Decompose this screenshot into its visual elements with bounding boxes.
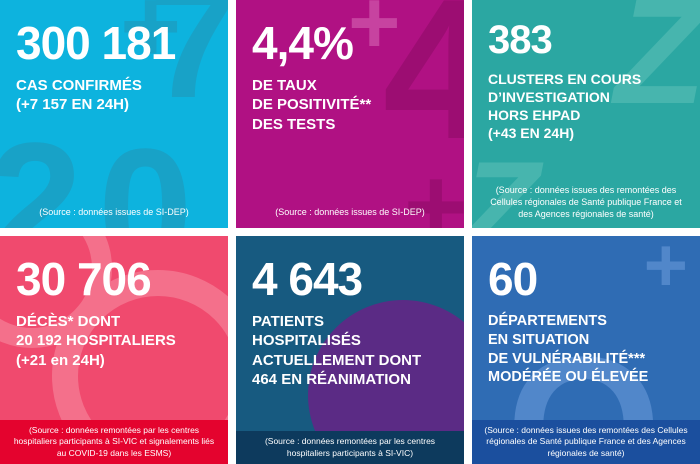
source-band: (Source : données issues des remontées d… — [472, 419, 700, 464]
kpi-label: DÉPARTEMENTS EN SITUATION DE VULNÉRABILI… — [488, 312, 649, 386]
kpi-value: 4,4% — [252, 17, 354, 69]
kpi-tile-deces: 30 706 DÉCÈS* DONT 20 192 HOSPITALIERS (… — [0, 236, 228, 464]
kpi-tile-hospitalisations: 4 643 PATIENTS HOSPITALISÉS ACTUELLEMENT… — [236, 236, 464, 464]
tile-content: 4 643 PATIENTS HOSPITALISÉS ACTUELLEMENT… — [236, 236, 464, 390]
kpi-value: 60 — [488, 253, 538, 305]
tile-content: 30 706 DÉCÈS* DONT 20 192 HOSPITALIERS (… — [0, 236, 228, 370]
kpi-tile-taux-positivite: 4 + + 4,4% DE TAUX DE POSITIVITÉ** DES T… — [236, 0, 464, 228]
kpi-value: 300 181 — [16, 17, 176, 69]
kpi-value: 383 — [488, 18, 553, 62]
tile-content: 383 CLUSTERS EN COURS D’INVESTIGATION HO… — [472, 0, 700, 143]
kpi-label: CLUSTERS EN COURS D’INVESTIGATION HORS E… — [488, 70, 642, 142]
source-note: (Source : données issues de SI-DEP) — [39, 206, 189, 217]
tile-content: 300 181 CAS CONFIRMÉS (+7 157 EN 24H) — [0, 0, 228, 115]
kpi-label: DE TAUX DE POSITIVITÉ** DES TESTS — [252, 76, 372, 133]
kpi-value: 30 706 — [16, 253, 152, 305]
kpi-label: DÉCÈS* DONT 20 192 HOSPITALIERS (+21 en … — [16, 312, 176, 369]
source-band: (Source : données remontées par les cent… — [0, 419, 228, 464]
source-note: (Source : données issues des remontées d… — [490, 184, 682, 219]
tile-content: 60 DÉPARTEMENTS EN SITUATION DE VULNÉRAB… — [472, 236, 700, 387]
kpi-tile-clusters: Z Z 383 CLUSTERS EN COURS D’INVESTIGATIO… — [472, 0, 700, 228]
kpi-tile-departements-vulnerabilite: Q + 60 DÉPARTEMENTS EN SITUATION DE VULN… — [472, 236, 700, 464]
tile-content: 4,4% DE TAUX DE POSITIVITÉ** DES TESTS — [236, 0, 464, 134]
kpi-label: PATIENTS HOSPITALISÉS ACTUELLEMENT DONT … — [252, 312, 422, 389]
source-note: (Source : données issues de SI-DEP) — [275, 206, 425, 217]
kpi-label: CAS CONFIRMÉS (+7 157 EN 24H) — [16, 76, 142, 114]
source-band: (Source : données remontées par les cent… — [236, 431, 464, 464]
kpi-tile-cas-confirmes: 7 2 0 + 300 181 CAS CONFIRMÉS (+7 157 EN… — [0, 0, 228, 228]
kpi-value: 4 643 — [252, 253, 363, 305]
